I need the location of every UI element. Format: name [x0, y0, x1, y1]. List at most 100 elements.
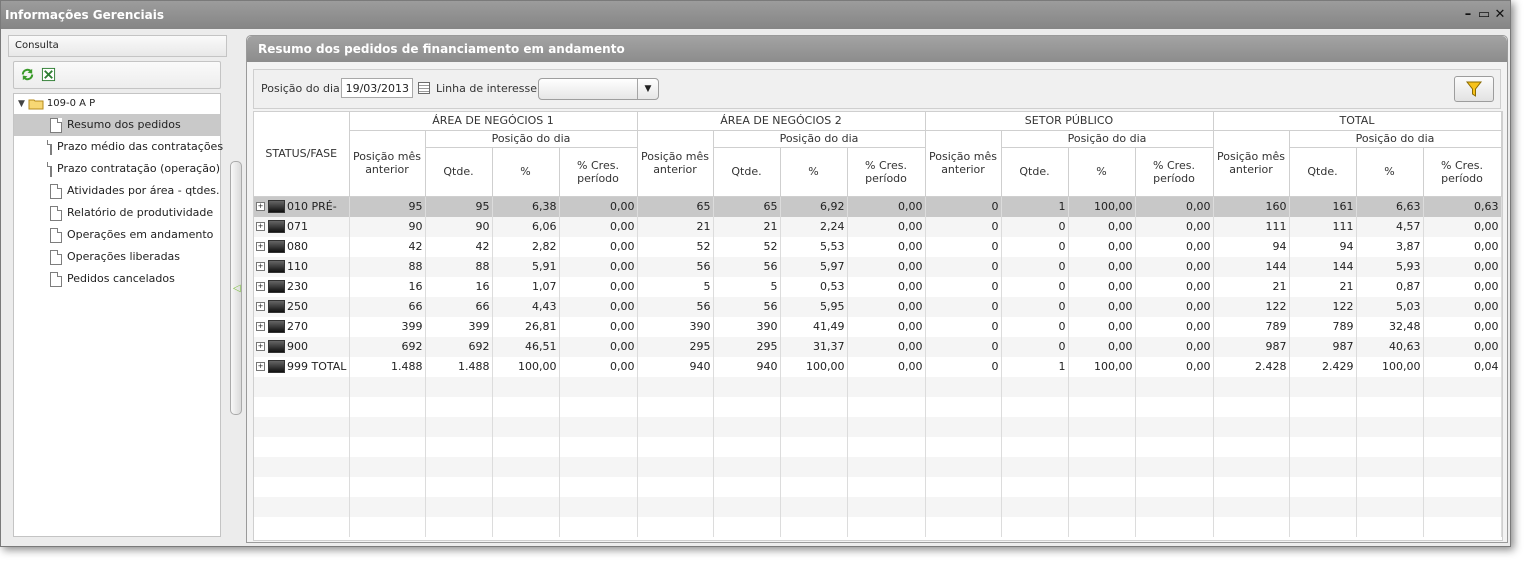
- expand-plus-icon[interactable]: +: [256, 322, 265, 332]
- interest-select[interactable]: ▼: [538, 78, 659, 100]
- table-row[interactable]: [254, 516, 1502, 537]
- document-icon: [47, 139, 52, 155]
- collapse-arrow-icon[interactable]: ▼: [18, 99, 25, 109]
- panel-splitter-scrollbar[interactable]: [230, 161, 242, 415]
- value-cell: [713, 496, 781, 517]
- value-cell: 0,00: [559, 236, 638, 257]
- value-cell: 111: [1213, 216, 1290, 237]
- filter-button[interactable]: [1454, 76, 1494, 102]
- expand-plus-icon[interactable]: +: [256, 362, 265, 372]
- value-cell: [925, 396, 1002, 417]
- value-cell: [847, 476, 926, 497]
- grid-body: +010 PRÉ- 95 95 6,38 0,00 65 65 6,92 0,00 0 1 100,0…: [254, 196, 1502, 537]
- tree-item-pedidos-cancelados[interactable]: Pedidos cancelados: [14, 268, 220, 290]
- value-cell: 0,00: [1068, 296, 1136, 317]
- value-cell: [1068, 376, 1136, 397]
- value-cell: 0,00: [847, 296, 926, 317]
- table-row[interactable]: [254, 456, 1502, 477]
- expand-plus-icon[interactable]: +: [256, 282, 265, 292]
- value-cell: [1423, 476, 1502, 497]
- row-status-icon: [268, 220, 285, 234]
- value-cell: [847, 416, 926, 437]
- tree-item-label: Resumo dos pedidos: [67, 118, 181, 131]
- excel-export-icon[interactable]: [41, 67, 56, 82]
- expand-plus-icon[interactable]: +: [256, 202, 265, 212]
- tree-item-resumo-pedidos[interactable]: Resumo dos pedidos: [14, 114, 220, 136]
- value-cell: 160: [1213, 196, 1290, 217]
- close-button[interactable]: ✕: [1494, 7, 1506, 22]
- value-cell: 0: [1001, 296, 1069, 317]
- value-cell: 399: [425, 316, 493, 337]
- status-cell: +010 PRÉ-: [254, 196, 350, 217]
- tree-item-atividades-area[interactable]: Atividades por área - qtdes.: [14, 180, 220, 202]
- table-row[interactable]: +250 66 66 4,43 0,00 56 56 5,95 0,00 0 0 0,00 0,00 12…: [254, 296, 1502, 317]
- date-input[interactable]: 19/03/2013: [341, 78, 413, 98]
- value-cell: 0,04: [1423, 356, 1502, 377]
- expand-plus-icon[interactable]: +: [256, 302, 265, 312]
- expand-plus-icon[interactable]: +: [256, 222, 265, 232]
- table-row[interactable]: +010 PRÉ- 95 95 6,38 0,00 65 65 6,92 0,00 0 1 100,0…: [254, 196, 1502, 217]
- value-cell: [925, 376, 1002, 397]
- value-cell: [1135, 456, 1214, 477]
- table-row[interactable]: [254, 416, 1502, 437]
- table-row[interactable]: [254, 396, 1502, 417]
- table-row[interactable]: +900 692 692 46,51 0,00 295 295 31,37 0,00 0 0 0,00…: [254, 336, 1502, 357]
- value-cell: [1068, 496, 1136, 517]
- table-row[interactable]: +230 16 16 1,07 0,00 5 5 0,53 0,00 0 0 0,00 0,00 21 21…: [254, 276, 1502, 297]
- calendar-icon[interactable]: [418, 82, 430, 94]
- table-row[interactable]: [254, 376, 1502, 397]
- collapse-panel-arrow-icon[interactable]: ◁: [233, 283, 241, 294]
- value-cell: 0,00: [847, 276, 926, 297]
- status-cell: [254, 416, 350, 437]
- value-cell: 0,00: [1135, 216, 1214, 237]
- value-cell: [1001, 476, 1069, 497]
- value-cell: [637, 376, 714, 397]
- tree-item-relatorio-produtividade[interactable]: Relatório de produtividade: [14, 202, 220, 224]
- value-cell: 0,00: [1135, 296, 1214, 317]
- value-cell: 31,37: [780, 336, 848, 357]
- status-label: 071: [287, 219, 308, 233]
- value-cell: 0,00: [559, 356, 638, 377]
- tree-item-operacoes-liberadas[interactable]: Operações liberadas: [14, 246, 220, 268]
- value-cell: [492, 456, 560, 477]
- expand-plus-icon[interactable]: +: [256, 242, 265, 252]
- status-cell: +270: [254, 316, 350, 337]
- tree-item-prazo-contratacao[interactable]: Prazo contratação (operação): [14, 158, 220, 180]
- table-row[interactable]: +071 90 90 6,06 0,00 21 21 2,24 0,00 0 0 0,00 0,00 11…: [254, 216, 1502, 237]
- dropdown-arrow-icon[interactable]: ▼: [637, 79, 658, 99]
- tree-item-prazo-medio[interactable]: Prazo médio das contratações: [14, 136, 223, 158]
- maximize-button[interactable]: ▭: [1477, 7, 1491, 22]
- value-cell: [1135, 516, 1214, 537]
- table-row[interactable]: +080 42 42 2,82 0,00 52 52 5,53 0,00 0 0 0,00 0,00 94…: [254, 236, 1502, 257]
- value-cell: [1423, 436, 1502, 457]
- header-group-setor-publico: SETOR PÚBLICO: [925, 112, 1214, 131]
- value-cell: 0,00: [1135, 256, 1214, 277]
- report-panel: Resumo dos pedidos de financiamento em a…: [246, 35, 1508, 543]
- value-cell: 0,00: [1068, 276, 1136, 297]
- table-row[interactable]: +999 TOTAL 1.488 1.488 100,00 0,00 940 940 100,…: [254, 356, 1502, 377]
- value-cell: 0: [1001, 216, 1069, 237]
- status-cell: [254, 456, 350, 477]
- table-row[interactable]: +270 399 399 26,81 0,00 390 390 41,49 0,00 0 0 0,00…: [254, 316, 1502, 337]
- value-cell: 144: [1213, 256, 1290, 277]
- value-cell: [1068, 456, 1136, 477]
- value-cell: 0,00: [1135, 356, 1214, 377]
- value-cell: 122: [1213, 296, 1290, 317]
- tree-item-label: Atividades por área - qtdes.: [67, 184, 220, 197]
- refresh-icon[interactable]: [20, 67, 35, 82]
- tree-root[interactable]: ▼ 109-0 A P: [14, 94, 220, 114]
- value-cell: 0,00: [1068, 256, 1136, 277]
- value-cell: 0,00: [1423, 316, 1502, 337]
- status-cell: [254, 396, 350, 417]
- value-cell: [1356, 436, 1424, 457]
- table-row[interactable]: [254, 436, 1502, 457]
- expand-plus-icon[interactable]: +: [256, 342, 265, 352]
- tree-item-operacoes-andamento[interactable]: Operações em andamento: [14, 224, 220, 246]
- table-row[interactable]: [254, 496, 1502, 517]
- expand-plus-icon[interactable]: +: [256, 262, 265, 272]
- table-row[interactable]: +110 88 88 5,91 0,00 56 56 5,97 0,00 0 0 0,00 0,00 14…: [254, 256, 1502, 277]
- minimize-button[interactable]: –: [1464, 7, 1472, 22]
- value-cell: [637, 476, 714, 497]
- table-row[interactable]: [254, 476, 1502, 497]
- value-cell: 0,00: [559, 296, 638, 317]
